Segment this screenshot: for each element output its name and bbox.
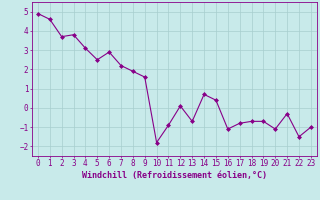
X-axis label: Windchill (Refroidissement éolien,°C): Windchill (Refroidissement éolien,°C) (82, 171, 267, 180)
